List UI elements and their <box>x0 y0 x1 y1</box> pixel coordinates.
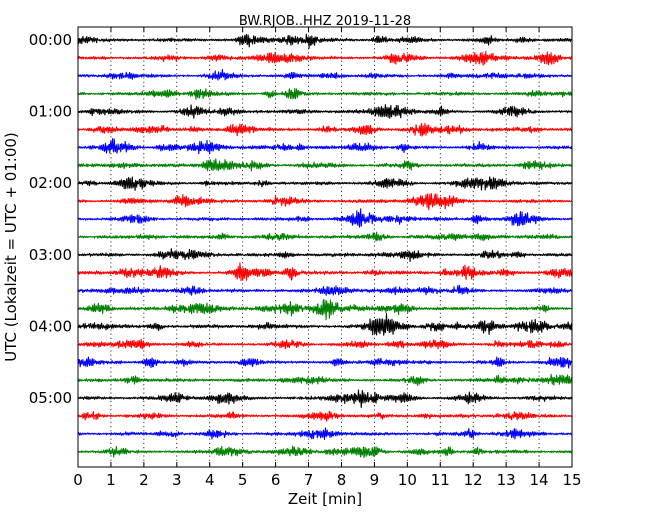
seismogram-trace <box>77 87 573 100</box>
seismogram-trace <box>77 104 573 119</box>
seismogram-trace <box>77 33 573 49</box>
seismogram-trace <box>77 208 573 228</box>
seismogram-trace <box>77 176 573 191</box>
seismogram-trace <box>77 356 573 369</box>
x-tick-label: 11 <box>431 471 450 489</box>
seismogram-trace <box>77 248 573 263</box>
seismogram-trace <box>77 299 573 321</box>
y-tick-label: 02:00 <box>29 174 72 192</box>
seismogram-trace <box>77 373 573 387</box>
seismogram-trace <box>77 312 573 336</box>
x-tick-label: 1 <box>106 471 116 489</box>
x-tick-label: 4 <box>205 471 215 489</box>
x-tick-label: 15 <box>562 471 581 489</box>
seismogram-trace <box>77 138 573 155</box>
seismogram-trace <box>77 338 573 350</box>
x-tick-label: 0 <box>73 471 83 489</box>
seismogram-trace <box>77 284 573 296</box>
seismogram-trace <box>77 51 573 66</box>
seismogram-trace <box>77 445 573 459</box>
seismogram-trace <box>77 231 573 242</box>
x-tick-label: 3 <box>172 471 182 489</box>
y-tick-label: 04:00 <box>29 317 72 335</box>
y-tick-label: 03:00 <box>29 246 72 264</box>
y-axis-label: UTC (Lokalzeit = UTC + 01:00) <box>2 132 20 362</box>
seismogram-trace <box>77 262 573 282</box>
x-tick-label: 5 <box>238 471 248 489</box>
plot-frame <box>77 26 573 468</box>
x-tick-label: 10 <box>398 471 417 489</box>
x-tick-label: 2 <box>139 471 149 489</box>
seismogram-trace <box>77 410 573 422</box>
seismogram-trace <box>77 68 573 81</box>
seismogram-trace <box>77 122 573 137</box>
seismogram-trace <box>77 389 573 409</box>
traces-layer <box>77 33 573 459</box>
x-axis: 0 1 2 3 4 5 6 7 8 9 10 11 12 13 14 15 <box>73 27 582 489</box>
x-tick-label: 7 <box>304 471 314 489</box>
x-axis-label: Zeit [min] <box>288 490 362 508</box>
y-tick-label: 05:00 <box>29 389 72 407</box>
seismogram-trace <box>77 193 573 211</box>
seismogram-trace <box>77 158 573 172</box>
y-tick-label: 01:00 <box>29 103 72 121</box>
x-tick-label: 13 <box>497 471 516 489</box>
chart-title: BW.RJOB..HHZ 2019-11-28 <box>239 14 411 29</box>
y-tick-label: 00:00 <box>29 31 72 49</box>
x-tick-label: 6 <box>271 471 281 489</box>
x-tick-label: 14 <box>530 471 549 489</box>
x-tick-label: 12 <box>464 471 483 489</box>
y-axis: 00:00 01:00 02:00 03:00 04:00 05:00 <box>29 31 572 407</box>
x-tick-label: 8 <box>337 471 347 489</box>
seismogram-trace <box>77 427 573 440</box>
x-tick-label: 9 <box>370 471 380 489</box>
